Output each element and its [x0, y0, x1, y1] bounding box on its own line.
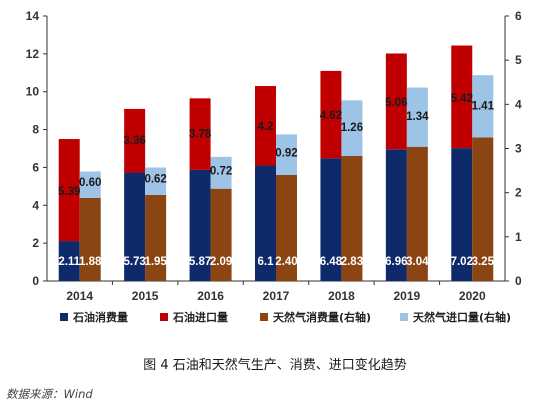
legend-label: 石油消费量 [72, 310, 128, 324]
data-label: 0.72 [210, 165, 232, 177]
data-source-note: 数据来源：Wind [6, 387, 93, 401]
data-label: 5.06 [385, 97, 407, 109]
bar-oil-consumption [124, 172, 146, 281]
bar-gas-import [341, 100, 363, 157]
x-tick-label: 2015 [132, 289, 159, 303]
bar-gas-consumption [79, 197, 101, 281]
data-label: 0.92 [275, 148, 297, 160]
chart-legend: 石油消费量 石油进口量 天然气消费量(右轴) 天然气进口量(右轴) [60, 310, 511, 324]
data-label: 0.60 [79, 177, 101, 189]
data-label: 4.62 [320, 110, 342, 122]
y-right-tick-label: 5 [515, 53, 522, 67]
y-right-tick-label: 1 [515, 230, 522, 244]
bar-oil-consumption [255, 165, 276, 281]
y-right-tick-label: 4 [515, 97, 522, 111]
y-right-tick-label: 2 [515, 186, 522, 200]
legend-swatch [160, 313, 168, 321]
bar-oil-consumption [385, 149, 407, 281]
chart-data-labels: 2.11 5.39 1.88 0.60 5.73 3.36 1.95 0.62 5.87 3.78… [58, 93, 495, 268]
bar-oil-import [255, 86, 276, 166]
data-label: 1.41 [472, 100, 495, 112]
data-label: 3.25 [472, 256, 495, 268]
bar-oil-import [451, 45, 473, 149]
bar-gas-import [276, 134, 297, 175]
data-label: 5.73 [123, 256, 145, 268]
data-label: 3.04 [406, 256, 429, 268]
legend-swatch [260, 313, 268, 321]
x-tick-label: 2020 [459, 289, 486, 303]
data-label: 3.78 [189, 129, 212, 141]
data-label: 1.26 [341, 122, 363, 134]
y-left-tick-label: 10 [26, 85, 40, 99]
legend-label: 石油进口量 [172, 310, 228, 324]
data-label: 0.62 [144, 174, 166, 186]
bar-oil-consumption [58, 241, 80, 281]
bar-gas-consumption [276, 175, 297, 281]
y-right-tick-label: 6 [515, 9, 522, 23]
bar-gas-import [472, 75, 494, 138]
data-label: 1.95 [144, 256, 167, 268]
data-label: 4.2 [258, 121, 274, 133]
legend-label: 天然气消费量(右轴) [273, 310, 371, 324]
data-label: 1.88 [79, 256, 102, 268]
bar-gas-import [210, 156, 232, 189]
bar-oil-import [320, 70, 342, 159]
x-tick-label: 2017 [263, 289, 290, 303]
bar-gas-consumption [341, 156, 363, 281]
bar-oil-import [189, 98, 211, 170]
legend-label: 天然气进口量(右轴) [413, 310, 511, 324]
bar-gas-import [145, 167, 167, 195]
x-tick-label: 2016 [197, 289, 224, 303]
y-left-tick-label: 8 [32, 123, 39, 137]
y-left-tick-label: 2 [32, 236, 39, 250]
data-label: 2.11 [58, 256, 80, 268]
y-right-tick-label: 3 [515, 142, 522, 156]
y-right-tick-label: 0 [515, 274, 522, 288]
bar-gas-import [79, 171, 101, 198]
y-left-tick-label: 6 [32, 160, 39, 174]
data-label: 3.36 [123, 135, 145, 147]
bar-gas-consumption [406, 146, 428, 281]
data-label: 1.34 [406, 111, 429, 123]
x-tick-label: 2019 [394, 289, 421, 303]
data-label: 7.02 [451, 256, 473, 268]
y-left-tick-label: 14 [26, 9, 40, 23]
y-left-tick-label: 4 [32, 198, 39, 212]
legend-swatch [400, 313, 408, 321]
figure-caption: 图 4 石油和天然气生产、消费、进口变化趋势 [143, 358, 407, 373]
bar-oil-consumption [451, 148, 473, 281]
y-left-tick-label: 12 [26, 47, 40, 61]
data-label: 6.96 [385, 256, 407, 268]
bar-oil-consumption [189, 169, 211, 281]
chart-bars [58, 45, 494, 281]
bar-gas-import [406, 87, 428, 147]
data-label: 2.83 [341, 256, 363, 268]
bar-gas-consumption [145, 194, 167, 281]
data-label: 2.09 [210, 256, 232, 268]
bar-oil-consumption [320, 158, 342, 281]
bar-oil-import [58, 139, 80, 242]
bar-oil-import [385, 53, 407, 150]
data-label: 5.87 [189, 256, 211, 268]
data-label: 2.40 [275, 256, 297, 268]
data-label: 6.1 [258, 256, 275, 268]
bar-gas-consumption [472, 137, 494, 281]
y-left-tick-label: 0 [32, 274, 39, 288]
bar-gas-consumption [210, 188, 232, 281]
x-tick-label: 2014 [66, 289, 93, 303]
bar-oil-import [124, 108, 146, 173]
x-tick-label: 2018 [328, 289, 355, 303]
data-label: 6.48 [320, 256, 343, 268]
data-label: 5.39 [58, 186, 80, 198]
data-label: 5.42 [451, 93, 473, 105]
legend-swatch [60, 313, 68, 321]
